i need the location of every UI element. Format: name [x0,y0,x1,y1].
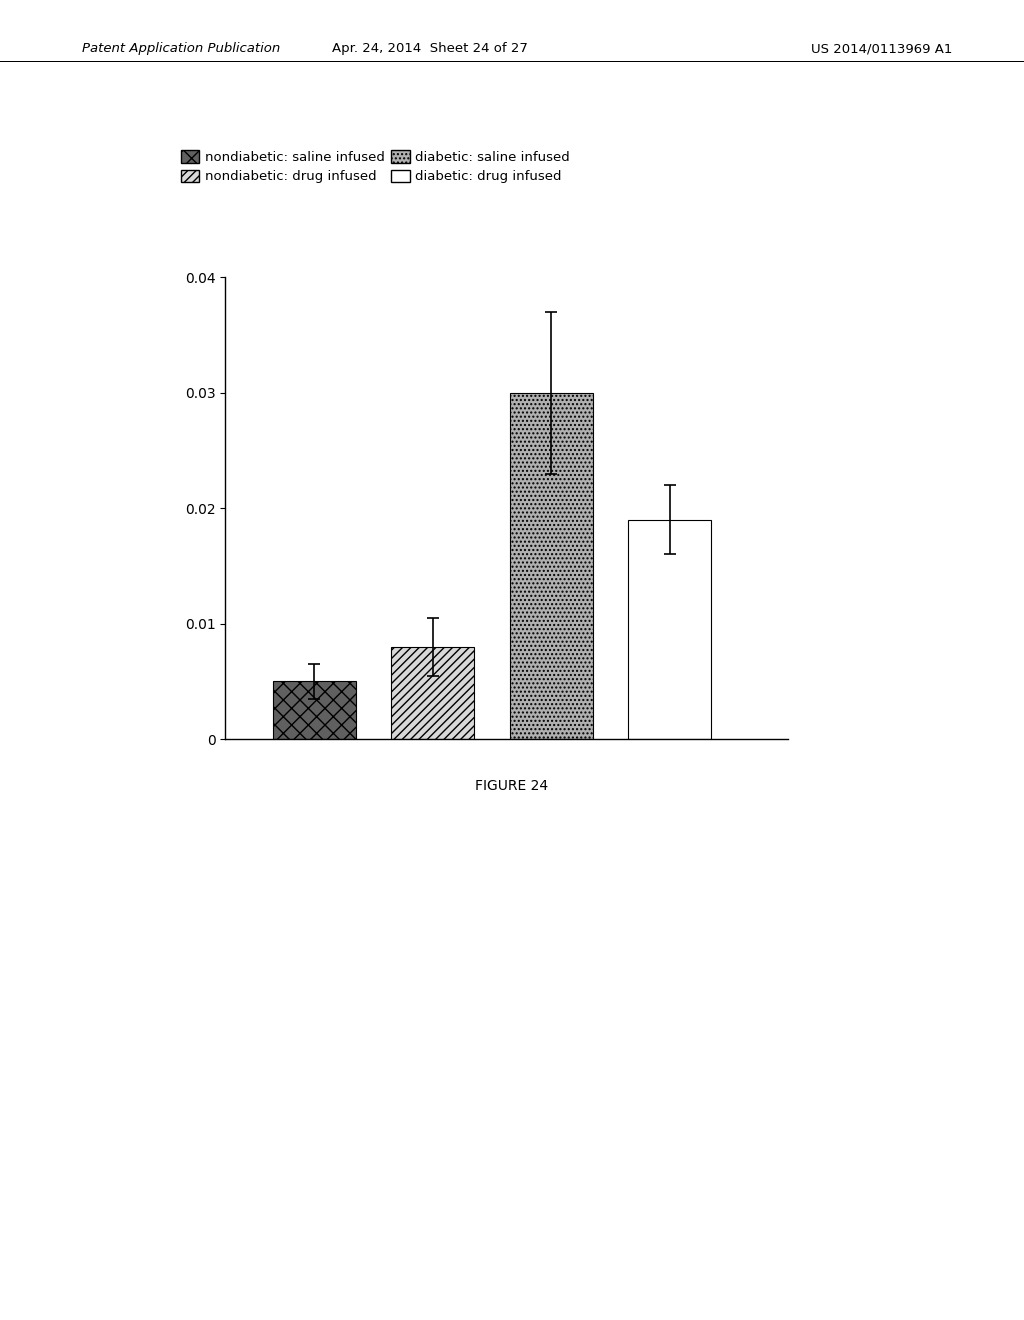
Text: US 2014/0113969 A1: US 2014/0113969 A1 [811,42,952,55]
Text: FIGURE 24: FIGURE 24 [475,779,549,793]
Bar [629,520,712,739]
Bar [510,393,593,739]
Text: Patent Application Publication: Patent Application Publication [82,42,281,55]
Legend: nondiabetic: saline infused, nondiabetic: drug infused, diabetic: saline infused: nondiabetic: saline infused, nondiabetic… [175,145,574,189]
Text: Apr. 24, 2014  Sheet 24 of 27: Apr. 24, 2014 Sheet 24 of 27 [332,42,528,55]
Bar [391,647,474,739]
Bar [272,681,355,739]
